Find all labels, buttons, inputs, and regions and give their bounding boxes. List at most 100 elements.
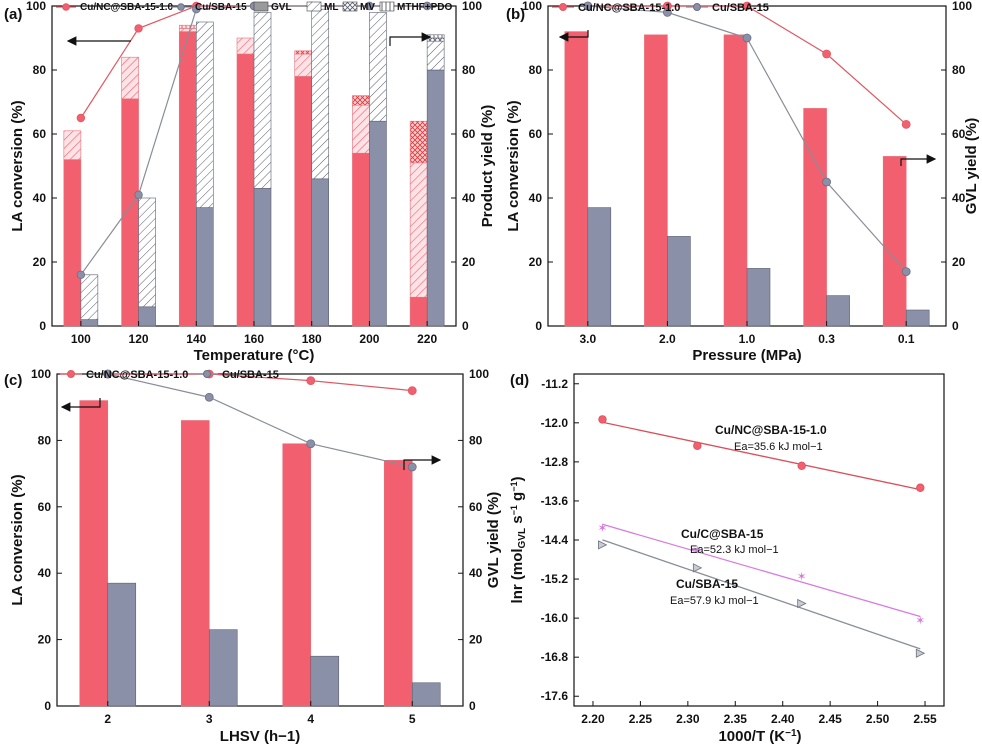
bar-c-1 bbox=[383, 460, 413, 707]
b-ytick-label: 60 bbox=[529, 127, 543, 141]
panel-d-series1-ea: Ea=35.6 kJ mol−1 bbox=[734, 441, 823, 453]
bar-a-1-ml bbox=[294, 53, 313, 77]
b-ytick-label: 0 bbox=[535, 319, 542, 333]
b-xtick-label: 3.0 bbox=[579, 332, 596, 346]
d-point-1 bbox=[693, 441, 702, 450]
c-ytick-label: 20 bbox=[38, 633, 52, 647]
c-ytick-label: 0 bbox=[44, 699, 51, 713]
b-y2tick-label: 80 bbox=[952, 63, 966, 77]
bar-a-1-gvl bbox=[178, 31, 197, 327]
c-y2tick-label: 40 bbox=[469, 566, 483, 580]
legend-a-series2: Cu/SBA-15 bbox=[195, 2, 247, 13]
a-y2tick-label: 20 bbox=[462, 255, 476, 269]
panel-a-ylabel: LA conversion (%) bbox=[9, 100, 26, 231]
bar-a-1-gvl bbox=[121, 98, 139, 327]
bar-b-1 bbox=[882, 156, 907, 327]
b-ytick-label: 80 bbox=[529, 63, 543, 77]
bar-b-1 bbox=[564, 31, 589, 327]
bar-a-1-ml bbox=[409, 162, 428, 298]
d-xtick-label: 2.25 bbox=[629, 712, 653, 726]
d-xtick-label: 2.35 bbox=[724, 712, 748, 726]
b-y2tick-label: 20 bbox=[952, 255, 966, 269]
d-point-2: ✶ bbox=[692, 543, 702, 557]
bar-a-1-gvl bbox=[352, 152, 370, 327]
a-y2tick-label: 0 bbox=[462, 319, 469, 333]
d-ytick-label: -17.6 bbox=[541, 689, 569, 703]
panel-b: (b) 0 0 20 20 40 40 60 60 80 80 100 100 3.0 2.0 1.0 0.3… bbox=[505, 0, 980, 364]
c-ytick-label: 80 bbox=[38, 433, 52, 447]
c-ytick-label: 40 bbox=[38, 566, 52, 580]
c-conv-point-2 bbox=[306, 439, 316, 449]
d-point-3 bbox=[797, 598, 807, 609]
panel-d-series3-name: Cu/SBA-15 bbox=[676, 577, 738, 591]
panel-c: (c) 0 0 20 20 40 40 60 60 80 80 100 100 2 3 4 5 LA conv… bbox=[4, 367, 502, 745]
legend-c-red-marker bbox=[67, 370, 75, 378]
c-xtick-label: 2 bbox=[104, 712, 111, 726]
c-conv-point-1 bbox=[306, 376, 316, 386]
d-ytick-label: -15.2 bbox=[541, 572, 569, 586]
legend-a-ml: ML bbox=[324, 2, 338, 13]
legend-a-ml-swatch bbox=[306, 1, 322, 12]
bar-a-2-gvl bbox=[426, 69, 445, 327]
bar-b-1 bbox=[644, 34, 668, 327]
a-conv-point-1 bbox=[134, 24, 143, 33]
bar-b-2 bbox=[826, 295, 850, 327]
d-xtick-label: 2.55 bbox=[913, 712, 937, 726]
legend-c-gray-marker bbox=[203, 370, 211, 378]
b-conv-point-1 bbox=[822, 49, 831, 59]
d-ytick-label: -11.2 bbox=[541, 377, 568, 391]
bar-a-1-ml bbox=[352, 104, 370, 154]
bar-a-1-mv bbox=[294, 50, 313, 55]
c-ytick-label: 100 bbox=[31, 367, 51, 381]
bar-a-2-gvl bbox=[80, 319, 99, 327]
b-xtick-label: 2.0 bbox=[659, 332, 676, 346]
panel-b-label: (b) bbox=[506, 6, 525, 23]
bar-a-2-gvl bbox=[311, 178, 330, 327]
panel-b-ylabel: LA conversion (%) bbox=[505, 100, 522, 231]
a-xtick-label: 200 bbox=[359, 332, 379, 346]
panel-a-xlabel: Temperature (°C) bbox=[194, 347, 315, 364]
legend-c-series2: Cu/SBA-15 bbox=[222, 369, 279, 381]
b-ytick-label: 20 bbox=[529, 255, 543, 269]
a-xtick-label: 220 bbox=[417, 332, 437, 346]
bar-c-1 bbox=[79, 400, 109, 707]
a-y2tick-label: 60 bbox=[462, 127, 476, 141]
d-ytick-label: -13.6 bbox=[541, 494, 569, 508]
b-y2tick-label: 0 bbox=[952, 319, 959, 333]
bar-c-2 bbox=[310, 655, 340, 707]
bar-a-2-gvl bbox=[253, 188, 272, 327]
d-point-1 bbox=[797, 461, 806, 470]
d-point-3 bbox=[598, 540, 608, 550]
bar-a-1-mv bbox=[352, 95, 370, 106]
legend-b-series2: Cu/SBA-15 bbox=[712, 2, 769, 14]
bar-a-1-ml bbox=[63, 130, 82, 160]
panel-c-xlabel: LHSV (h−1) bbox=[220, 728, 300, 745]
b-y2tick-label: 60 bbox=[952, 127, 966, 141]
d-xtick-label: 2.50 bbox=[866, 712, 890, 726]
b-y2tick-label: 100 bbox=[952, 0, 972, 13]
legend-a-gray-marker bbox=[177, 3, 185, 11]
d-point-1 bbox=[598, 415, 607, 424]
panel-a-legend: Cu/NC@SBA-15-1.0 Cu/SBA-15 GVL ML MV MTH… bbox=[56, 1, 453, 13]
c-ytick-label: 60 bbox=[38, 500, 52, 514]
legend-a-mv: MV bbox=[360, 2, 375, 13]
d-ytick-label: -16.0 bbox=[541, 611, 569, 625]
c-conv-point-2 bbox=[103, 369, 113, 379]
bar-a-1-gvl bbox=[409, 296, 428, 327]
b-conv-point-2 bbox=[583, 1, 593, 11]
d-xtick-label: 2.40 bbox=[771, 712, 795, 726]
bar-a-2-ml bbox=[311, 8, 330, 180]
bar-b-2 bbox=[746, 268, 771, 327]
a-conv-point-2 bbox=[422, 1, 432, 11]
c-y2tick-label: 20 bbox=[469, 633, 483, 647]
b-conv-point-2 bbox=[901, 267, 911, 277]
legend-b-red-marker bbox=[559, 3, 567, 11]
bar-a-2-ml bbox=[253, 12, 272, 189]
c-y2tick-label: 80 bbox=[469, 433, 483, 447]
bar-a-1-mthf-pdo bbox=[178, 24, 197, 29]
a-ytick-label: 60 bbox=[33, 127, 47, 141]
bar-a-2-mv bbox=[426, 37, 445, 42]
b-conv-point-2 bbox=[822, 177, 831, 187]
legend-c-series1: Cu/NC@SBA-15-1.0 bbox=[86, 369, 188, 381]
